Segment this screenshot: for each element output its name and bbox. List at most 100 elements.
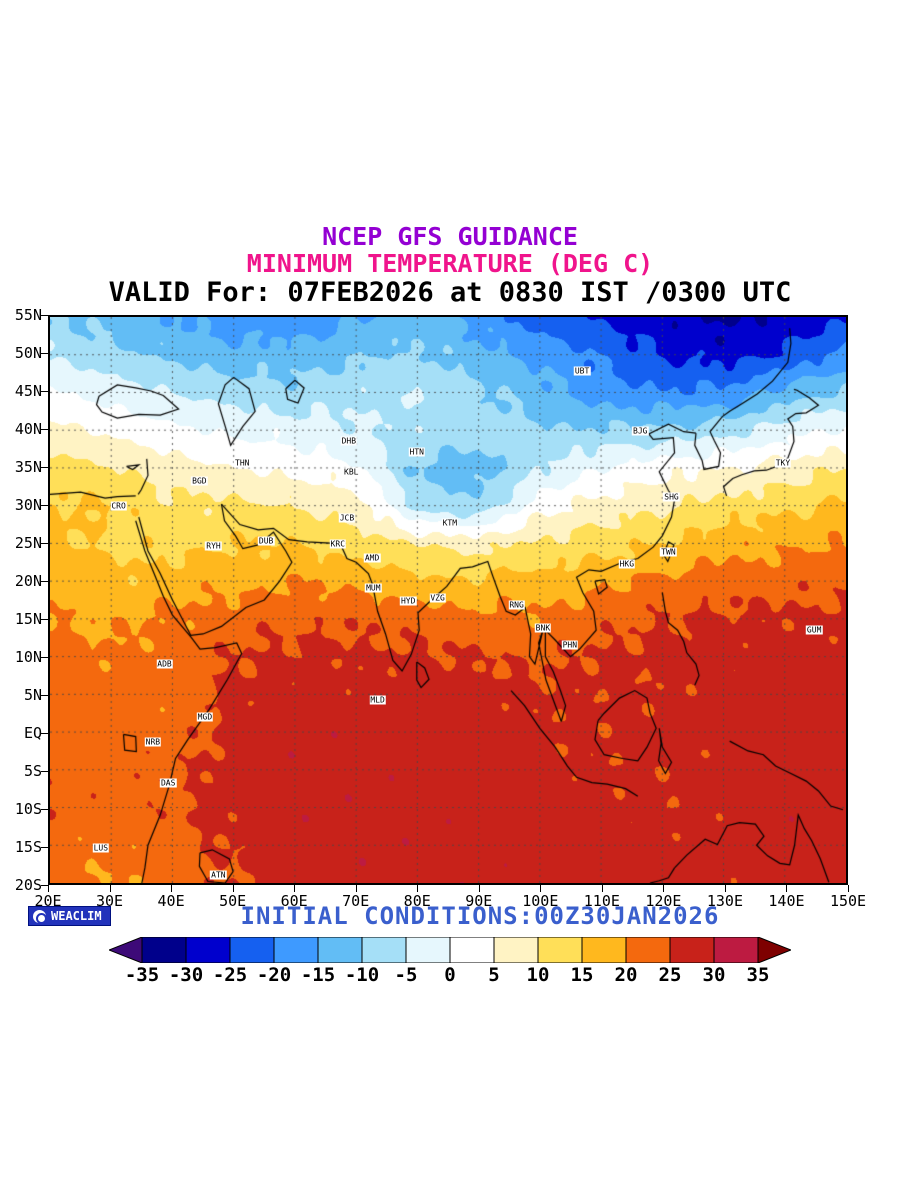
- colorbar-level-label--5: -5: [394, 964, 418, 986]
- lon-tick-label-30e: 30E: [95, 892, 124, 910]
- station-label-vzg: VZG: [429, 593, 446, 603]
- station-label-bnk: BNK: [534, 623, 552, 633]
- colorbar-level-label--25: -25: [212, 964, 248, 986]
- product-title: NCEP GFS GUIDANCE: [322, 222, 578, 251]
- station-label-ubt: UBT: [573, 366, 591, 376]
- station-label-ryh: RYH: [205, 541, 222, 551]
- lon-tick-mark: [109, 885, 111, 892]
- lon-tick-label-110e: 110E: [583, 892, 620, 910]
- colorbar-level-label--30: -30: [168, 964, 204, 986]
- lon-tick-label-100e: 100E: [522, 892, 559, 910]
- lat-tick-label-5s: 5S: [23, 762, 42, 780]
- colorbar-swatch-20: [625, 936, 671, 964]
- field-title: MINIMUM TEMPERATURE (DEG C): [246, 249, 654, 278]
- colorbar-level-label--35: -35: [124, 964, 160, 986]
- lon-tick-label-60e: 60E: [280, 892, 308, 910]
- station-label-jcb: JCB: [338, 513, 356, 523]
- lat-tick-mark: [41, 315, 48, 316]
- lat-tick-mark: [41, 771, 48, 772]
- colorbar-swatch-25: [669, 936, 715, 964]
- lon-tick-mark: [786, 885, 788, 892]
- colorbar-level-label--10: -10: [344, 964, 380, 986]
- colorbar-swatch--35: [141, 936, 187, 964]
- colorbar-swatch--20: [273, 936, 319, 964]
- station-label-shg: SHG: [663, 492, 680, 502]
- station-label-nrb: NRB: [144, 737, 162, 747]
- lon-tick-label-40e: 40E: [157, 892, 185, 910]
- lon-tick-label-150e: 150E: [829, 892, 867, 910]
- colorbar-swatch-0: [449, 936, 495, 964]
- lat-tick-label-15s: 15S: [14, 838, 42, 856]
- station-label-kbl: KBL: [343, 467, 360, 477]
- colorbar-level-label--20: -20: [256, 964, 292, 986]
- colorbar-swatch--15: [317, 936, 363, 964]
- lat-tick-mark: [41, 353, 48, 354]
- lat-tick-mark: [41, 581, 48, 582]
- weaclim-logo: WEACLIM: [28, 906, 111, 926]
- lat-tick-label-40n: 40N: [14, 420, 42, 438]
- colorbar-level-label--15: -15: [300, 964, 336, 986]
- initial-conditions-text: INITIAL CONDITIONS:00Z30JAN2026: [240, 902, 720, 930]
- lat-tick-label-50n: 50N: [14, 344, 42, 362]
- colorbar-level-label-25: 25: [658, 964, 682, 986]
- lon-tick-label-80e: 80E: [403, 892, 431, 910]
- station-label-rng: RNG: [508, 600, 525, 610]
- lat-tick-mark: [41, 695, 48, 696]
- colorbar-swatch--5: [405, 936, 451, 964]
- lat-tick-label-20n: 20N: [14, 572, 42, 590]
- colorbar-swatches: [107, 936, 793, 964]
- temperature-field-canvas: [50, 317, 846, 883]
- lat-tick-label-35n: 35N: [14, 458, 42, 476]
- station-label-mum: MUM: [365, 583, 382, 593]
- station-label-phn: PHN: [561, 640, 579, 650]
- lon-tick-mark: [48, 885, 49, 892]
- lon-tick-label-50e: 50E: [219, 892, 247, 910]
- lat-tick-mark: [41, 467, 48, 468]
- lat-tick-mark: [41, 505, 48, 506]
- lon-tick-mark: [171, 885, 173, 892]
- lon-tick-label-130e: 130E: [706, 892, 743, 910]
- colorbar-below-arrow: [107, 936, 143, 964]
- colorbar-level-label-30: 30: [702, 964, 726, 986]
- lon-tick-mark: [663, 885, 665, 892]
- lon-tick-label-140e: 140E: [768, 892, 805, 910]
- station-label-krc: KRC: [329, 539, 347, 549]
- lon-tick-mark: [355, 885, 357, 892]
- station-label-ktm: KTM: [441, 518, 459, 528]
- lon-tick-label-70e: 70E: [342, 892, 370, 910]
- lat-tick-mark: [41, 619, 48, 620]
- lon-tick-mark: [417, 885, 419, 892]
- colorbar-swatch--10: [361, 936, 407, 964]
- station-label-lus: LUS: [92, 843, 110, 853]
- lat-tick-label-20s: 20S: [14, 876, 42, 894]
- colorbar-above-arrow: [757, 936, 793, 964]
- station-label-das: DAS: [159, 778, 177, 788]
- colorbar-swatch-10: [537, 936, 583, 964]
- lat-tick-label-eq: EQ: [23, 724, 42, 742]
- lon-tick-label-120e: 120E: [645, 892, 682, 910]
- station-label-cro: CRO: [110, 501, 127, 511]
- lon-tick-mark: [294, 885, 296, 892]
- lat-tick-mark: [41, 733, 48, 734]
- station-label-tky: TKY: [774, 458, 792, 468]
- colorbar-level-label-10: 10: [526, 964, 550, 986]
- colorbar-level-label-0: 0: [444, 964, 456, 986]
- lat-tick-mark: [41, 885, 48, 886]
- station-label-dhb: DHB: [340, 436, 358, 446]
- colorbar-swatch-15: [581, 936, 627, 964]
- station-label-gum: GUM: [805, 625, 823, 635]
- station-label-bgd: BGD: [191, 476, 208, 486]
- lon-tick-mark: [601, 885, 603, 892]
- lat-tick-mark: [41, 809, 48, 810]
- lat-tick-label-30n: 30N: [14, 496, 42, 514]
- lon-tick-mark: [724, 885, 726, 892]
- valid-time-title: VALID For: 07FEB2026 at 0830 IST /0300 U…: [108, 277, 792, 308]
- lat-tick-mark: [41, 657, 48, 658]
- colorbar-level-label-35: 35: [746, 964, 770, 986]
- colorbar-swatch-30: [713, 936, 759, 964]
- lon-tick-mark: [540, 885, 542, 892]
- lat-tick-mark: [41, 429, 48, 430]
- colorbar-level-label-20: 20: [614, 964, 638, 986]
- weaclim-logo-text: WEACLIM: [51, 909, 102, 923]
- station-label-atn: ATN: [210, 870, 227, 880]
